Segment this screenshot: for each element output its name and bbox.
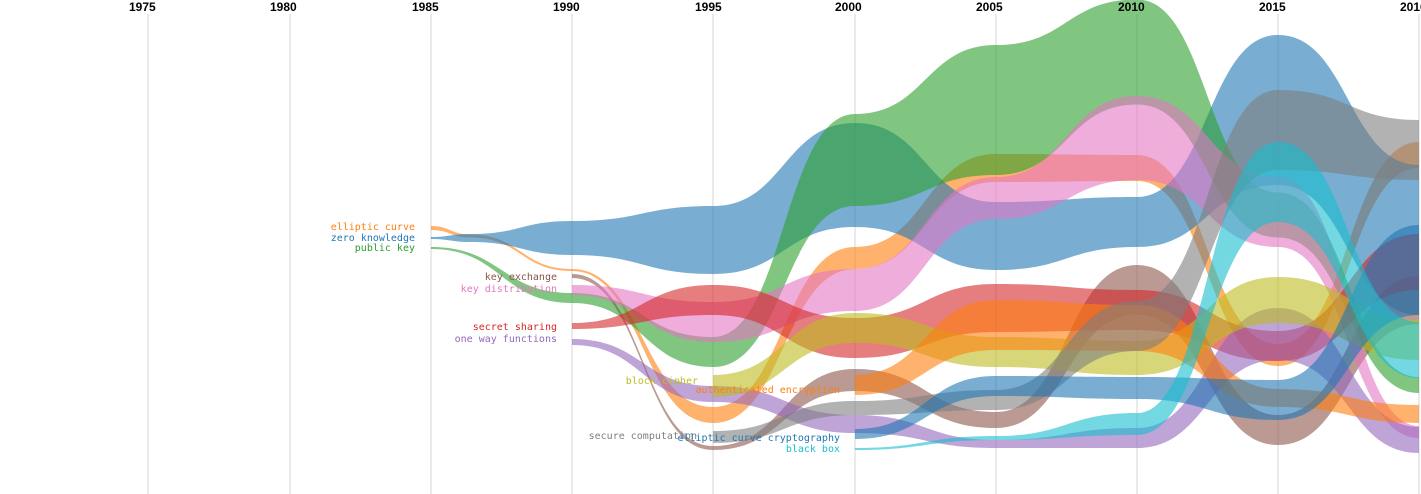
series-label-block-cipher: block cipher bbox=[626, 376, 698, 387]
series-label-key-exchange: key exchange bbox=[485, 272, 557, 283]
year-label-2005: 2005 bbox=[976, 0, 1003, 14]
series-label-elliptic-curve-cryptography: elliptic curve cryptography bbox=[677, 433, 840, 444]
stream-key-exchange[interactable] bbox=[572, 265, 1419, 450]
year-label-1980: 1980 bbox=[270, 0, 297, 14]
year-label-2010: 2010 bbox=[1118, 0, 1145, 14]
series-label-elliptic-curve: elliptic curve bbox=[331, 222, 415, 233]
stream-key-distribution[interactable] bbox=[572, 96, 1419, 438]
stream-block-cipher[interactable] bbox=[713, 277, 1419, 397]
stream-black-box[interactable] bbox=[855, 142, 1419, 450]
year-label-2016: 2016 bbox=[1400, 0, 1421, 14]
series-label-black-box: black box bbox=[786, 444, 840, 455]
series-label-secure-computation: secure computation bbox=[589, 431, 697, 442]
year-label-1985: 1985 bbox=[412, 0, 439, 14]
stream-elliptic-curve-cryptography[interactable] bbox=[855, 225, 1419, 439]
series-label-one-way-functions: one way functions bbox=[455, 334, 557, 345]
series-label-key-distribution: key distribution bbox=[461, 284, 557, 295]
year-label-1995: 1995 bbox=[695, 0, 722, 14]
year-label-1990: 1990 bbox=[553, 0, 580, 14]
stream-public-key[interactable] bbox=[431, 0, 1419, 393]
topic-streams bbox=[431, 0, 1419, 453]
year-label-2015: 2015 bbox=[1259, 0, 1286, 14]
series-label-zero-knowledge: zero knowledge bbox=[331, 233, 415, 244]
year-label-1975: 1975 bbox=[129, 0, 156, 14]
year-axis: 1975 1980 1985 1990 1995 2000 2005 2010 2015 2016 bbox=[129, 0, 1421, 14]
series-label-secret-sharing: secret sharing bbox=[473, 322, 557, 333]
series-label-authenticated-encryption: authenticated encryption bbox=[696, 385, 841, 396]
year-label-2000: 2000 bbox=[835, 0, 862, 14]
series-label-public-key: public key bbox=[355, 243, 415, 254]
